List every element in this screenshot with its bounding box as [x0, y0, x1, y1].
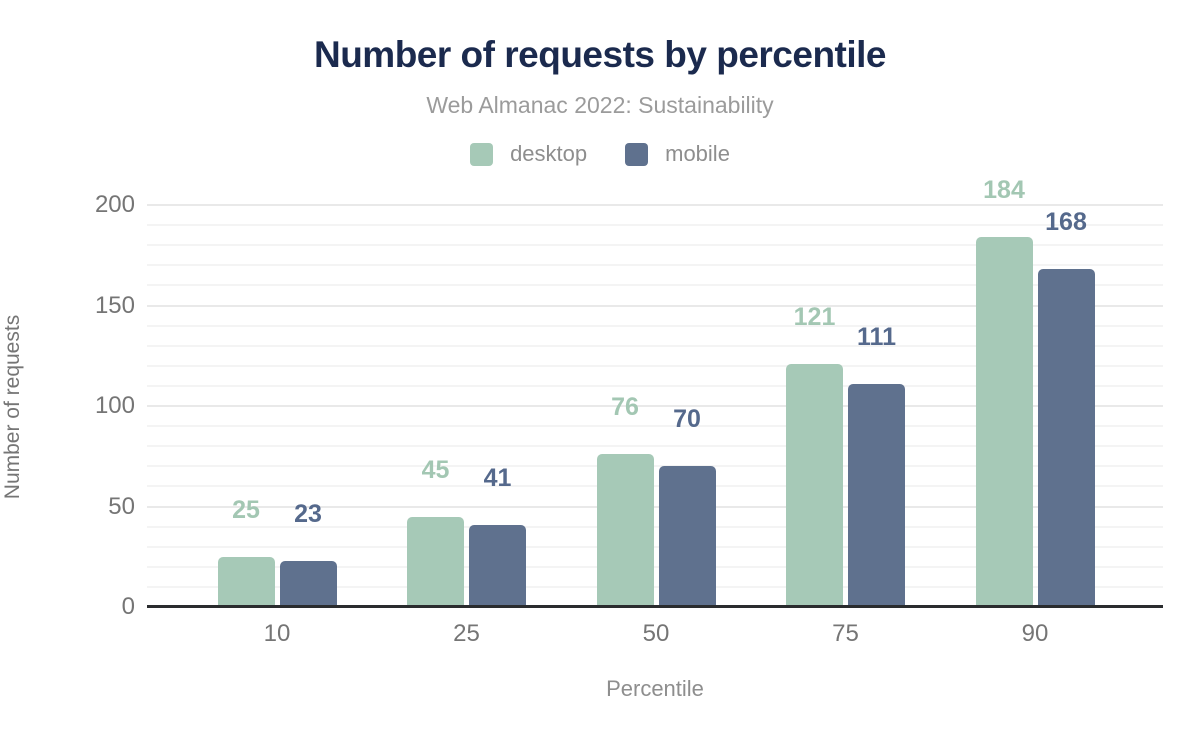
gridline-200	[147, 204, 1163, 206]
legend-label-desktop: desktop	[510, 141, 588, 166]
y-tick-label-100: 100	[94, 392, 135, 419]
gridline-120	[147, 364, 1163, 367]
y-axis-title: Number of requests	[1, 314, 24, 500]
bar-desktop-p25	[407, 516, 464, 607]
gridline-130	[147, 344, 1163, 347]
gridline-20	[147, 565, 1163, 568]
bar-mobile-p75	[848, 383, 905, 607]
legend-label-mobile: mobile	[665, 141, 730, 166]
gridline-40	[147, 525, 1163, 528]
gridline-160	[147, 284, 1163, 287]
bar-value-desktop-p25: 45	[421, 455, 450, 484]
legend-swatch-mobile	[625, 142, 649, 166]
bar-value-desktop-p90: 184	[983, 176, 1025, 205]
bar-mobile-p90	[1037, 269, 1095, 607]
legend-item-mobile[interactable]: mobile	[625, 141, 730, 167]
bar-desktop-p75	[786, 363, 843, 607]
bar-value-mobile-p10: 23	[294, 499, 322, 528]
x-tick-label-50: 50	[642, 620, 670, 647]
y-tick-label-50: 50	[108, 492, 135, 520]
gridline-180	[147, 244, 1163, 247]
bar-value-mobile-p50: 70	[673, 405, 701, 434]
bar-value-desktop-p50: 76	[611, 393, 639, 422]
x-tick-label-90: 90	[1021, 620, 1049, 647]
x-tick-label-10: 10	[263, 620, 291, 647]
bar-value-mobile-p90: 168	[1045, 208, 1087, 237]
gridline-80	[147, 445, 1163, 448]
legend-item-desktop[interactable]: desktop	[470, 141, 587, 167]
gridline-110	[147, 384, 1163, 387]
bar-value-mobile-p75: 111	[857, 322, 896, 351]
chart-subtitle: Web Almanac 2022: Sustainability	[426, 92, 774, 118]
gridline-30	[147, 545, 1163, 548]
gridline-10	[147, 585, 1163, 588]
y-tick-label-200: 200	[94, 191, 135, 218]
chart-title: Number of requests by percentile	[313, 34, 887, 75]
gridline-70	[147, 465, 1163, 468]
gridline-140	[147, 324, 1163, 327]
bar-value-desktop-p10: 25	[232, 495, 260, 524]
gridline-190	[147, 224, 1163, 227]
gridline-50	[147, 505, 1163, 508]
bar-mobile-p10	[279, 560, 337, 607]
bar-value-mobile-p25: 41	[483, 463, 512, 492]
gridline-90	[147, 425, 1163, 428]
legend-swatch-desktop	[470, 142, 494, 166]
x-tick-label-75: 75	[832, 620, 859, 647]
gridline-100	[147, 405, 1163, 407]
y-tick-label-150: 150	[94, 291, 135, 319]
bar-mobile-p50	[658, 466, 716, 607]
gridline-170	[147, 264, 1163, 267]
chart-legend: desktop mobile	[0, 141, 1200, 167]
gridline-150	[147, 304, 1163, 307]
x-axis-baseline	[147, 605, 1163, 608]
x-axis-title: Percentile	[606, 676, 704, 701]
bar-desktop-p10	[217, 556, 275, 607]
bar-desktop-p90	[975, 237, 1033, 607]
x-tick-label-25: 25	[453, 620, 480, 647]
y-tick-label-0: 0	[121, 593, 135, 620]
plot-area: 25 23 45 41 76 70 121 111 184 168	[147, 178, 1163, 607]
bar-desktop-p50	[596, 454, 654, 607]
gridline-60	[147, 485, 1163, 488]
bar-value-desktop-p75: 121	[793, 302, 836, 331]
bar-mobile-p25	[469, 524, 526, 607]
